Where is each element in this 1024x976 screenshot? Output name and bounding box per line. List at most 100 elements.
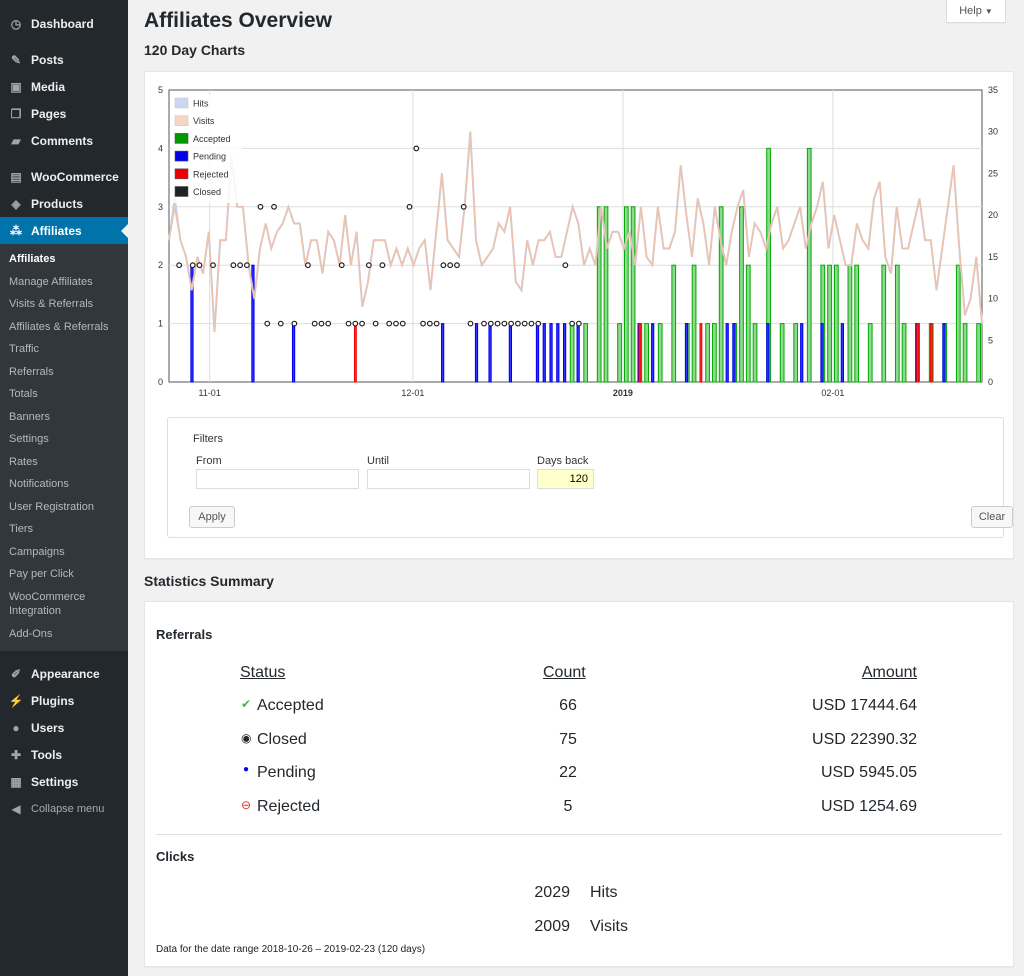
legend-label: Pending: [193, 152, 226, 162]
days-back-input[interactable]: [537, 469, 594, 489]
menu-settings[interactable]: ▦ Settings: [0, 768, 128, 795]
closed-point: [535, 320, 542, 327]
amount-header: Amount: [861, 664, 917, 681]
visits-line: [168, 131, 983, 332]
submenu-campaigns[interactable]: Campaigns: [9, 545, 65, 558]
y-right-tick-label: 30: [988, 127, 998, 137]
accepted-bar: [657, 323, 663, 383]
submenu-pay-per-click[interactable]: Pay per Click: [9, 568, 74, 580]
submenu-banners[interactable]: Banners: [9, 410, 50, 423]
closed-point: [372, 320, 379, 327]
pending-bar: [576, 323, 580, 383]
menu-label: Posts: [31, 52, 64, 67]
closed-point: [406, 203, 413, 210]
settings-icon: ▦: [10, 774, 22, 789]
closed-point: [338, 262, 345, 269]
closed-point: [487, 320, 494, 327]
menu-appearance[interactable]: ✐ Appearance: [0, 660, 128, 687]
closed-point: [237, 262, 244, 269]
submenu-woocommerce-integration[interactable]: WooCommerce Integration: [9, 590, 86, 618]
brush-icon: ✐: [10, 666, 22, 681]
menu-plugins[interactable]: ⚡ Plugins: [0, 687, 128, 714]
accepted-bar: [630, 206, 636, 383]
legend-label: Closed: [193, 187, 221, 197]
check-icon: ✔: [241, 697, 252, 711]
amount-cell: USD 17444.64: [812, 697, 917, 714]
menu-tools[interactable]: ✚ Tools: [0, 741, 128, 768]
submenu-manage-affiliates[interactable]: Manage Affiliates: [9, 275, 93, 288]
hits-value: 2029: [534, 884, 570, 901]
y-right-tick-label: 15: [988, 252, 998, 262]
submenu-totals[interactable]: Totals: [9, 388, 38, 400]
accepted-bar: [745, 264, 751, 383]
accepted-bar: [847, 264, 853, 383]
submenu-affiliates-referrals[interactable]: Affiliates & Referrals: [9, 320, 109, 333]
submenu-traffic[interactable]: Traffic: [9, 343, 39, 355]
menu-users[interactable]: ● Users: [0, 714, 128, 741]
closed-point: [318, 320, 325, 327]
legend-swatch: [174, 150, 189, 162]
amount-cell: USD 22390.32: [812, 731, 917, 748]
count-cell: 22: [559, 764, 577, 781]
pending-bar: [251, 264, 255, 383]
menu-comments[interactable]: ▰ Comments: [0, 127, 128, 154]
user-icon: ●: [12, 720, 20, 735]
accepted-bar: [881, 264, 887, 383]
menu-media[interactable]: ▣ Media: [0, 73, 128, 100]
rejected-bar: [929, 323, 933, 383]
visits-label: Visits: [590, 918, 628, 935]
submenu-affiliates[interactable]: Affiliates: [9, 253, 56, 265]
menu-dashboard[interactable]: ◷ Dashboard: [0, 10, 128, 37]
menu-affiliates[interactable]: ⁂ Affiliates: [0, 217, 128, 244]
legend-swatch: [174, 97, 189, 109]
clear-button[interactable]: Clear: [971, 506, 1013, 528]
pending-bar: [800, 323, 804, 383]
menu-label: Tools: [31, 747, 63, 762]
submenu-rates[interactable]: Rates: [9, 455, 38, 468]
collapse-icon: ◀: [11, 801, 21, 816]
plugin-icon: ⚡: [8, 693, 24, 708]
submenu-settings[interactable]: Settings: [9, 433, 49, 445]
submenu-add-ons[interactable]: Add-Ons: [9, 627, 53, 640]
accepted-bar: [854, 264, 860, 383]
menu-pages[interactable]: ❐ Pages: [0, 100, 128, 127]
filters-panel: Filters From Until Days back Apply Clear: [167, 417, 1013, 538]
accepted-bar: [603, 206, 609, 383]
status-cell: Closed: [257, 731, 307, 748]
closed-point: [176, 262, 183, 269]
y-right-tick-label: 5: [988, 335, 993, 345]
x-tick-label: 12-01: [401, 388, 424, 398]
clicks-heading: Clicks: [156, 849, 195, 864]
pending-bar: [684, 323, 689, 383]
submenu-visits-referrals[interactable]: Visits & Referrals: [9, 298, 94, 310]
count-cell: 5: [563, 798, 573, 815]
from-date-input[interactable]: [196, 469, 359, 489]
menu-products[interactable]: ◈ Products: [0, 190, 128, 217]
closed-point: [304, 262, 311, 269]
submenu-tiers[interactable]: Tiers: [9, 523, 34, 535]
submenu-user-registration[interactable]: User Registration: [9, 500, 94, 513]
y-left-tick-label: 2: [158, 260, 163, 270]
accepted-bar: [962, 323, 968, 383]
menu-label: Appearance: [31, 666, 100, 681]
menu-posts[interactable]: ✎ Posts: [0, 46, 128, 73]
accepted-bar: [644, 323, 650, 383]
until-date-input[interactable]: [367, 469, 530, 489]
menu-woocommerce[interactable]: ▤ WooCommerce: [0, 163, 128, 190]
closed-point: [352, 320, 359, 327]
apply-button[interactable]: Apply: [189, 506, 235, 528]
legend-box: [172, 95, 242, 203]
submenu-notifications[interactable]: Notifications: [9, 478, 69, 490]
closed-point: [467, 320, 474, 327]
plot-area: [168, 89, 983, 383]
closed-point: [386, 320, 393, 327]
submenu-referrals[interactable]: Referrals: [9, 365, 54, 378]
from-label: From: [196, 455, 222, 467]
pending-bar: [942, 323, 946, 383]
filters-heading: Filters: [193, 433, 223, 445]
x-tick-label: 02-01: [821, 388, 844, 398]
menu-label: WooCommerce: [31, 169, 119, 184]
collapse-menu-button[interactable]: ◀ Collapse menu: [0, 795, 128, 822]
pending-bar: [766, 323, 770, 383]
help-button[interactable]: Help ▼: [946, 0, 1006, 23]
